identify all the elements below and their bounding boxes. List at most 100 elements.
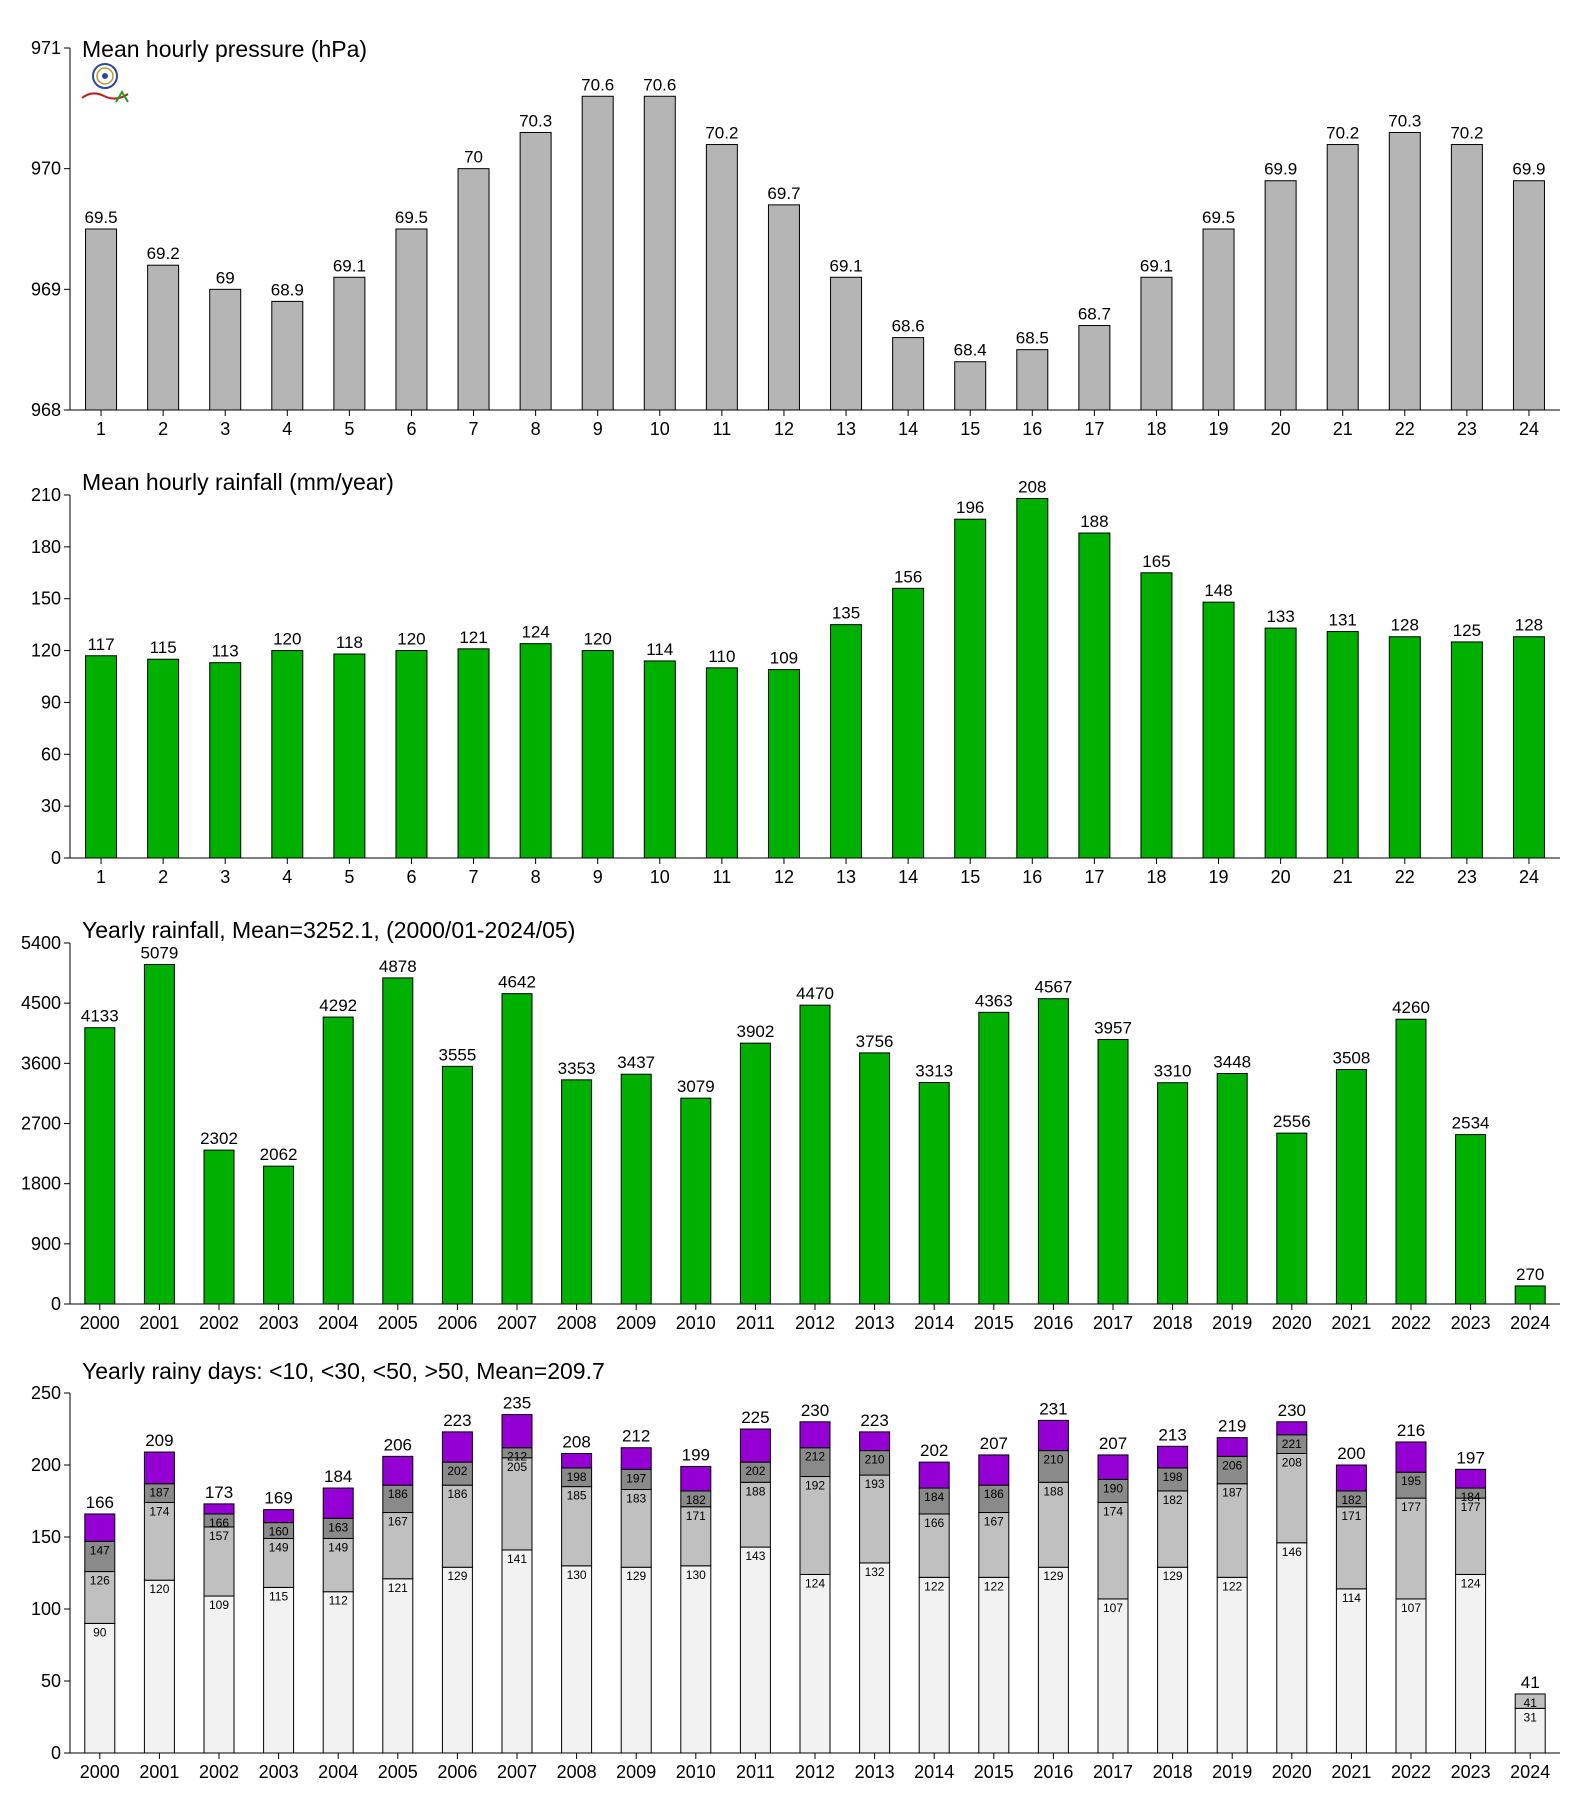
bar (978, 1011, 1010, 1305)
x-tick-label: 19 (1209, 419, 1229, 439)
total-value-label: 41 (1521, 1673, 1540, 1692)
bar (263, 1165, 295, 1305)
bar (84, 1027, 116, 1305)
bar (501, 993, 533, 1305)
x-tick-label: 19 (1209, 867, 1229, 887)
bar-value-label: 4470 (796, 984, 834, 1003)
segment-gt50 (1335, 1464, 1367, 1492)
bar (643, 660, 676, 859)
bar (830, 276, 863, 411)
segment-gt50 (1455, 1468, 1487, 1489)
x-tick-label: 13 (836, 419, 856, 439)
segment-gt50 (143, 1451, 175, 1485)
bar-value-label: 118 (336, 633, 363, 652)
y-tick-label: 970 (31, 159, 61, 179)
segment-lt30 (739, 1481, 771, 1548)
lt50-value-label: 212 (507, 1450, 527, 1464)
x-tick-label: 2003 (259, 1313, 299, 1333)
segment-lt30 (680, 1506, 712, 1567)
bar-value-label: 165 (1142, 552, 1170, 571)
total-value-label: 202 (920, 1441, 948, 1460)
segment-lt10 (1455, 1573, 1487, 1754)
total-value-label: 207 (980, 1434, 1008, 1453)
segment-gt50 (84, 1513, 116, 1542)
bar (1016, 497, 1049, 859)
x-tick-label: 2007 (497, 1762, 537, 1782)
bar (333, 276, 366, 411)
bar-value-label: 133 (1266, 607, 1294, 626)
x-tick-label: 2013 (855, 1313, 895, 1333)
bar (1450, 641, 1483, 859)
bar (143, 963, 175, 1305)
bar (519, 131, 552, 411)
segment-lt50 (382, 1484, 414, 1514)
bar (1202, 228, 1235, 411)
lt30-value-label: 187 (1222, 1486, 1242, 1500)
segment-gt50 (1097, 1454, 1129, 1480)
bar (1388, 131, 1421, 411)
bar-value-label: 3902 (736, 1022, 774, 1041)
segment-lt10 (739, 1546, 771, 1754)
x-tick-label: 2 (158, 419, 168, 439)
x-tick-label: 10 (650, 867, 670, 887)
segment-lt30 (620, 1488, 652, 1568)
bar (705, 667, 738, 859)
lt50-value-label: 202 (447, 1464, 467, 1478)
x-tick-label: 10 (650, 419, 670, 439)
bar-value-label: 70.2 (1326, 124, 1359, 143)
x-tick-label: 8 (531, 419, 541, 439)
x-tick-label: 5 (344, 419, 354, 439)
bar-value-label: 4292 (319, 996, 357, 1015)
y-tick-label: 100 (31, 1599, 61, 1619)
pressure-chart-title: Mean hourly pressure (hPa) (82, 36, 367, 62)
segment-lt30 (84, 1571, 116, 1624)
lt50-value-label: 198 (567, 1470, 587, 1484)
y-tick-label: 2700 (21, 1114, 61, 1134)
lt50-value-label: 186 (984, 1487, 1004, 1501)
x-tick-label: 4 (282, 867, 292, 887)
segment-lt30 (1455, 1497, 1487, 1575)
x-tick-label: 2005 (378, 1313, 418, 1333)
total-value-label: 197 (1456, 1448, 1484, 1467)
lt50-value-label: 202 (745, 1464, 765, 1478)
bar-value-label: 70.3 (519, 111, 552, 130)
bar (1016, 349, 1049, 411)
y-tick-label: 30 (41, 796, 61, 816)
bar (620, 1073, 652, 1305)
lt50-value-label: 198 (1163, 1470, 1183, 1484)
bar-value-label: 70.2 (1450, 124, 1483, 143)
bar (581, 650, 614, 859)
bar (333, 653, 366, 859)
segment-lt10 (1216, 1576, 1248, 1754)
x-tick-label: 21 (1333, 419, 1353, 439)
total-value-label: 184 (324, 1467, 352, 1486)
bar (918, 1082, 950, 1305)
bar-value-label: 270 (1516, 1265, 1544, 1284)
total-value-label: 199 (682, 1445, 710, 1464)
x-tick-label: 2022 (1391, 1313, 1431, 1333)
bar-value-label: 156 (894, 567, 922, 586)
segment-lt30 (978, 1512, 1010, 1578)
x-tick-label: 2006 (437, 1313, 477, 1333)
lt10-value-label: 141 (507, 1552, 527, 1566)
y-tick-label: 50 (41, 1671, 61, 1691)
segment-lt50 (799, 1447, 831, 1478)
bar-value-label: 3310 (1154, 1062, 1192, 1081)
x-tick-label: 6 (406, 419, 416, 439)
y-tick-label: 969 (31, 279, 61, 299)
segment-lt10 (263, 1586, 295, 1754)
x-tick-label: 2014 (914, 1313, 954, 1333)
lt10-value-label: 129 (447, 1569, 467, 1583)
total-value-label: 208 (562, 1432, 590, 1451)
y-tick-label: 60 (41, 744, 61, 764)
bar-value-label: 128 (1391, 616, 1419, 635)
bar (892, 337, 925, 411)
total-value-label: 230 (1278, 1401, 1306, 1420)
bar (1140, 572, 1173, 859)
total-value-label: 225 (741, 1408, 769, 1427)
x-tick-label: 12 (774, 867, 794, 887)
x-tick-label: 18 (1146, 419, 1166, 439)
bar-value-label: 3756 (856, 1032, 894, 1051)
bar (643, 95, 676, 411)
total-value-label: 216 (1397, 1421, 1425, 1440)
